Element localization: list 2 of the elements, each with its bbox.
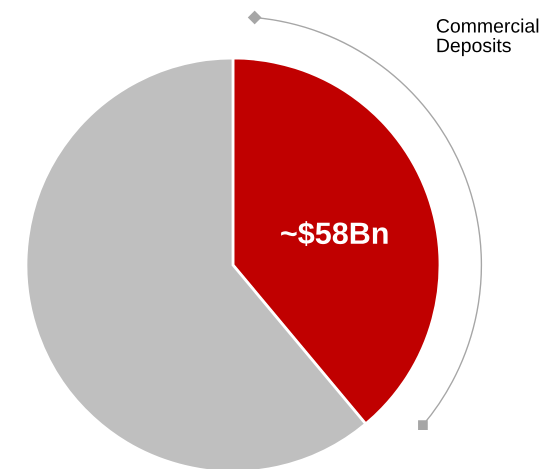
- data-label: ~$58Bn: [281, 221, 388, 246]
- slice-label: Commercial Deposits: [436, 18, 538, 56]
